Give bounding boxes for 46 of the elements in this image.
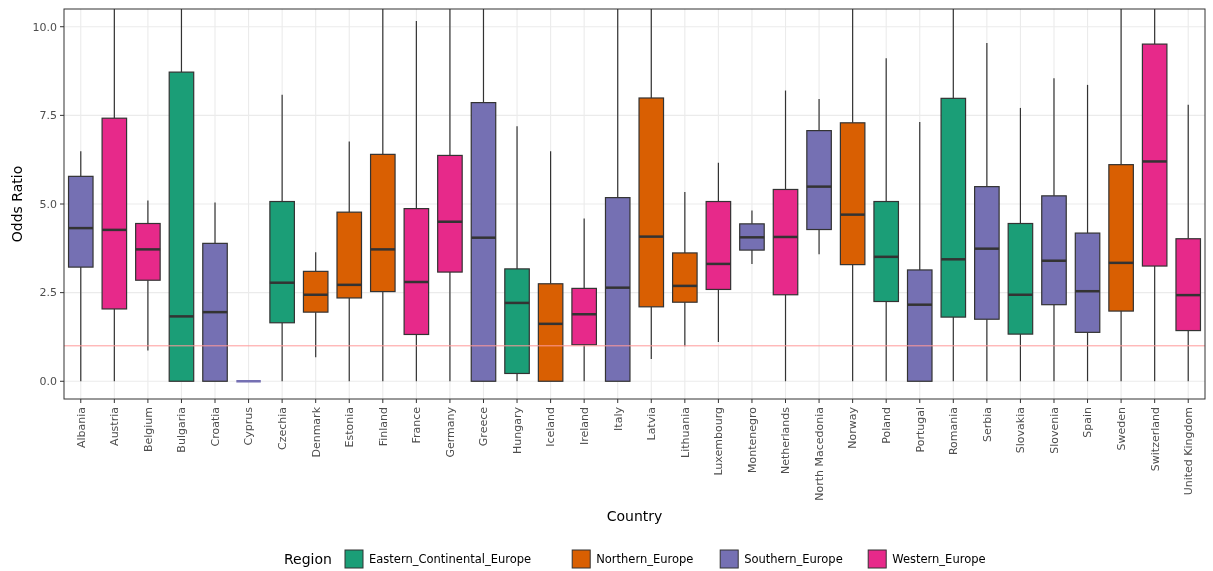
- x-tick-label: Greece: [477, 406, 491, 447]
- y-tick-label: 7.5: [39, 109, 57, 123]
- x-tick-label: North Macedonia: [812, 407, 826, 501]
- x-tick-label: Netherlands: [779, 406, 793, 475]
- x-tick-label: Lithuania: [678, 407, 692, 458]
- x-axis-title: Country: [606, 508, 663, 524]
- y-axis-title: Odds Ratio: [9, 165, 25, 243]
- x-tick-label: Latvia: [645, 407, 659, 441]
- x-tick-label: Sweden: [1114, 406, 1128, 451]
- x-tick-label: Serbia: [980, 407, 994, 443]
- x-tick-label: Czechia: [275, 407, 289, 451]
- x-tick-label: Portugal: [913, 407, 927, 453]
- legend-label: Northern_Europe: [596, 552, 694, 567]
- x-tick-label: Cyprus: [242, 406, 256, 446]
- y-tick-label: 0.0: [39, 375, 57, 389]
- legend-label: Eastern_Continental_Europe: [369, 552, 532, 567]
- y-tick-label: 2.5: [39, 286, 57, 300]
- x-tick-label: Germany: [443, 406, 457, 458]
- x-tick-label: Switzerland: [1148, 407, 1162, 472]
- y-tick-label: 5.0: [39, 197, 57, 211]
- legend-label: Southern_Europe: [744, 552, 843, 567]
- x-tick-label: Poland: [880, 407, 894, 444]
- x-tick-label: Italy: [611, 406, 625, 431]
- x-tick-label: United Kingdom: [1182, 407, 1196, 496]
- x-tick-label: Spain: [1081, 406, 1095, 438]
- x-tick-label: Romania: [947, 407, 961, 456]
- y-tick-label: 10.0: [32, 20, 57, 34]
- x-tick-label: Luxembourg: [712, 407, 726, 476]
- x-tick-label: Belgium: [141, 407, 155, 453]
- x-tick-label: Iceland: [544, 407, 558, 447]
- legend-title: Region: [284, 550, 332, 567]
- x-tick-label: Croatia: [208, 407, 222, 447]
- x-tick-label: Slovenia: [1047, 407, 1061, 454]
- x-tick-label: Hungary: [510, 406, 524, 454]
- x-tick-label: Finland: [376, 407, 390, 447]
- x-tick-label: Montenegro: [745, 406, 759, 474]
- x-tick-label: France: [410, 406, 424, 444]
- legend-label: Western_Europe: [892, 552, 986, 567]
- x-tick-label: Bulgaria: [175, 407, 189, 453]
- x-tick-label: Norway: [846, 406, 860, 449]
- x-tick-label: Austria: [108, 407, 122, 446]
- x-tick-label: Ireland: [578, 407, 592, 446]
- x-tick-label: Albania: [74, 407, 88, 449]
- x-tick-label: Slovakia: [1014, 407, 1028, 454]
- x-tick-label: Denmark: [309, 406, 323, 458]
- x-tick-label: Estonia: [343, 407, 357, 448]
